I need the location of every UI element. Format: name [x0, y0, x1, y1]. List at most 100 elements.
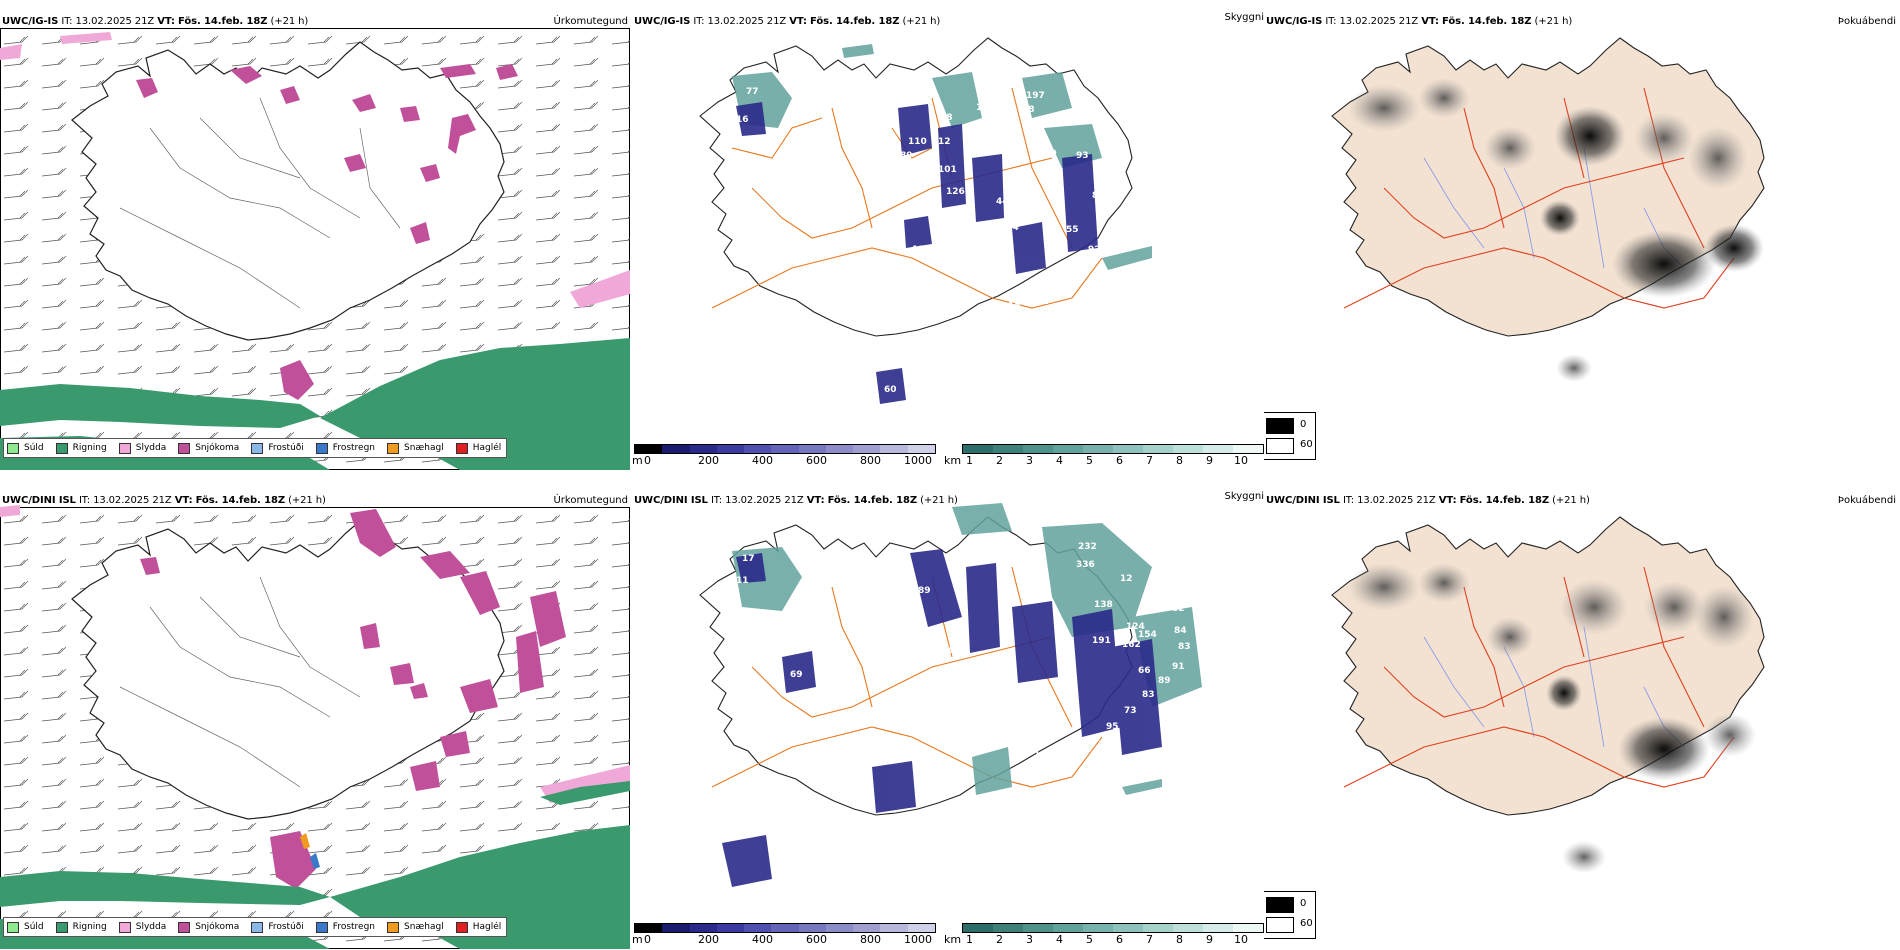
legend-item: Frostregn	[315, 919, 375, 935]
precip-title: Úrkomutegund	[553, 16, 628, 27]
vt-value: Fös. 14.feb. 18Z	[178, 16, 268, 27]
precip-map	[0, 29, 630, 470]
svg-text:82: 82	[1172, 604, 1185, 614]
svg-text:80: 80	[900, 606, 913, 616]
svg-text:60: 60	[884, 385, 897, 395]
fog-legend: 0 60	[1264, 412, 1316, 460]
svg-text:104: 104	[902, 630, 921, 640]
svg-text:101: 101	[972, 241, 991, 251]
legend-swatch	[178, 442, 191, 454]
svg-text:95: 95	[1106, 722, 1119, 732]
svg-text:11: 11	[736, 576, 749, 586]
svg-text:73: 73	[1124, 706, 1137, 716]
precip-title: Úrkomutegund	[553, 495, 628, 506]
lead-time: (+21 h)	[270, 16, 309, 27]
visibility-colorbar	[962, 923, 1264, 933]
legend-swatch	[455, 921, 468, 933]
svg-text:89: 89	[900, 151, 913, 161]
legend-swatch	[55, 442, 68, 454]
legend-item: Frostúði	[251, 440, 304, 456]
legend-item: Rigning	[55, 919, 107, 935]
svg-text:138: 138	[1094, 600, 1113, 610]
svg-text:14: 14	[1028, 285, 1041, 295]
freezing-rain-area	[310, 853, 320, 869]
visibility-panel-row1: UWC/IG-IS IT: 13.02.2025 21Z VT: Fös. 14…	[632, 8, 1264, 470]
model-name: UWC/IG-IS	[2, 16, 59, 27]
cloud-title: Þokuábendi	[1837, 16, 1896, 27]
svg-text:70: 70	[1144, 604, 1157, 614]
svg-text:55: 55	[1066, 225, 1079, 235]
svg-text:336: 336	[1076, 560, 1095, 570]
svg-text:16: 16	[736, 115, 749, 125]
visibility-map: 17 11 80 89 104 98 104 69 232 336 138 12…	[699, 503, 1202, 898]
svg-text:110: 110	[912, 245, 931, 255]
legend-swatch	[7, 442, 19, 454]
legend-item: Súld	[7, 919, 44, 935]
precip-panel-row2: UWC/DINI ISL IT: 13.02.2025 21Z VT: Fös.…	[0, 487, 632, 949]
precip-legend: Súld Rigning Slydda Snjókoma Frostúði Fr…	[3, 917, 508, 937]
fog-legend: 0 60	[1264, 891, 1316, 939]
visibility-title: Skyggni	[1224, 491, 1264, 502]
panel-header: UWC/DINI ISL IT: 13.02.2025 21Z VT: Fös.…	[634, 495, 958, 506]
svg-text:11: 11	[1036, 297, 1049, 307]
svg-text:126: 126	[946, 187, 965, 197]
svg-text:162: 162	[1122, 640, 1141, 650]
svg-text:12: 12	[1120, 574, 1133, 584]
visibility-title: Skyggni	[1224, 12, 1264, 23]
svg-text:109: 109	[910, 171, 929, 181]
legend-item: Rigning	[55, 440, 107, 456]
panel-header: UWC/IG-IS IT: 13.02.2025 21Z VT: Fös. 14…	[1266, 16, 1573, 27]
svg-text:28: 28	[1022, 105, 1035, 115]
svg-text:89: 89	[918, 586, 931, 596]
vis-blue-areas	[722, 549, 1162, 887]
legend-swatch-dark	[1266, 418, 1294, 434]
legend-item: Slydda	[118, 440, 166, 456]
visibility-colorbar	[962, 444, 1264, 454]
svg-text:309: 309	[1038, 149, 1057, 159]
legend-swatch	[118, 921, 131, 933]
svg-text:17: 17	[742, 554, 755, 564]
svg-text:18: 18	[1064, 271, 1077, 281]
svg-text:66: 66	[1138, 666, 1151, 676]
svg-text:92: 92	[1088, 245, 1101, 255]
svg-text:77: 77	[746, 87, 759, 97]
panel-header: UWC/IG-IS IT: 13.02.2025 21Z VT: Fös. 14…	[2, 16, 308, 27]
legend-item: Haglél	[455, 919, 501, 935]
legend-swatch	[55, 921, 68, 933]
fog-shading	[1348, 78, 1764, 382]
svg-text:101: 101	[938, 165, 957, 175]
svg-text:110: 110	[908, 137, 927, 147]
svg-text:34: 34	[938, 888, 951, 898]
panel-header: UWC/IG-IS IT: 13.02.2025 21Z VT: Fös. 14…	[634, 16, 941, 27]
svg-text:89: 89	[1158, 676, 1171, 686]
svg-text:12: 12	[938, 137, 951, 147]
panel-header: UWC/DINI ISL IT: 13.02.2025 21Z VT: Fös.…	[2, 495, 326, 506]
svg-text:15: 15	[1008, 301, 1021, 311]
svg-text:126: 126	[1010, 746, 1029, 756]
svg-text:72: 72	[1152, 590, 1165, 600]
svg-text:69: 69	[790, 670, 803, 680]
fog-shading	[1348, 563, 1756, 873]
legend-swatch	[178, 921, 191, 933]
precip-legend: Súld Rigning Slydda Snjókoma Frostúði Fr…	[3, 438, 508, 458]
legend-swatch	[315, 921, 328, 933]
snow-pellets-area	[300, 833, 310, 849]
svg-text:84: 84	[1174, 626, 1187, 636]
svg-text:17: 17	[1034, 770, 1047, 780]
it-value: 13.02.2025 21Z	[75, 16, 155, 27]
svg-text:197: 197	[1026, 91, 1045, 101]
legend-swatch-light	[1266, 917, 1294, 933]
svg-text:104: 104	[942, 646, 961, 656]
legend-swatch	[118, 442, 131, 454]
cloud-panel-row1: UWC/IG-IS IT: 13.02.2025 21Z VT: Fös. 14…	[1264, 8, 1900, 470]
cloud-map	[1331, 516, 1765, 873]
precip-map	[0, 505, 630, 949]
visibility-labels: 17 11 80 89 104 98 104 69 232 336 138 12…	[736, 542, 1191, 898]
snow-areas	[136, 64, 518, 400]
svg-text:18: 18	[940, 113, 953, 123]
vt-label: VT:	[157, 16, 175, 27]
svg-text:124: 124	[1126, 622, 1145, 632]
svg-text:104: 104	[1000, 223, 1019, 233]
visibility-panel-row2: UWC/DINI ISL IT: 13.02.2025 21Z VT: Fös.…	[632, 487, 1264, 949]
cloud-map	[1331, 37, 1765, 382]
